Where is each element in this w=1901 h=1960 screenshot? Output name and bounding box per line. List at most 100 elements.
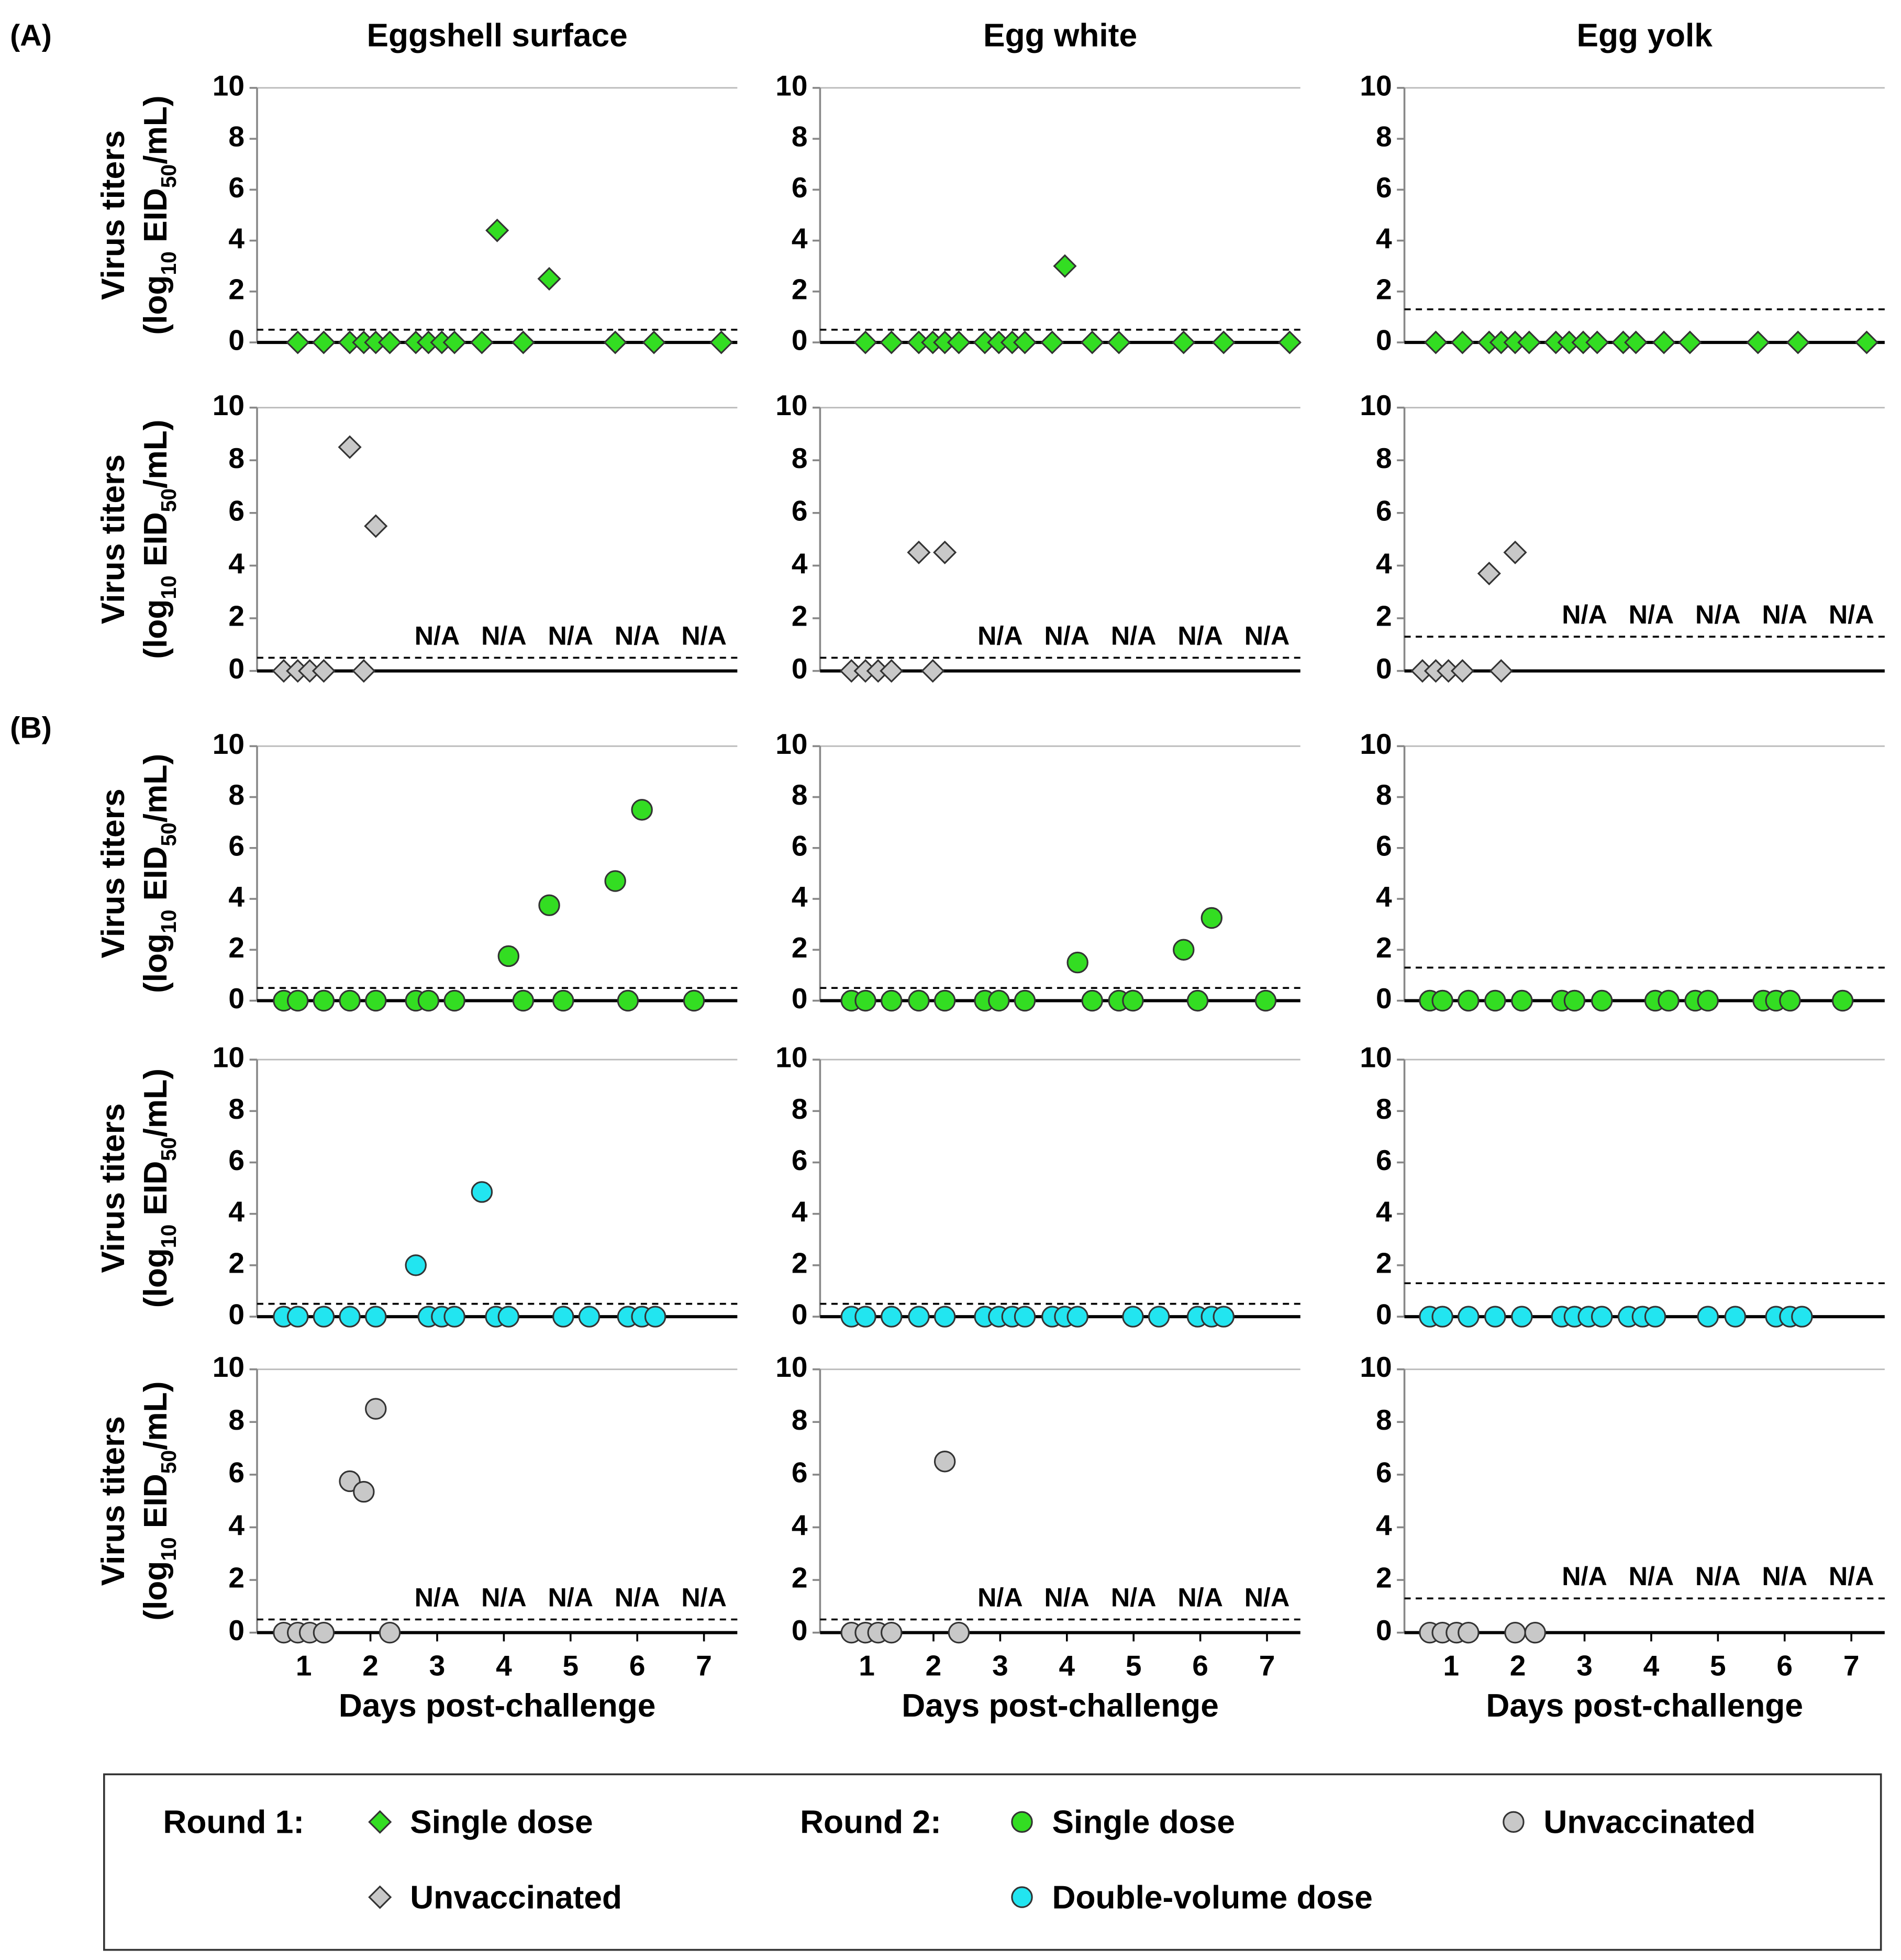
y-tick-label: 0 — [228, 982, 244, 1015]
data-point — [644, 1306, 666, 1328]
annotation: N/A — [415, 620, 460, 650]
x-tick-label: 1 — [859, 1649, 875, 1681]
annotation: N/A — [1044, 620, 1090, 650]
y-tick-label: 2 — [228, 273, 244, 305]
y-axis-label-part: (log — [138, 599, 174, 659]
data-point — [1831, 989, 1854, 1012]
y-tick-label: 8 — [1376, 1093, 1392, 1125]
y-tick-label: 8 — [228, 442, 244, 474]
annotation: N/A — [1762, 1561, 1807, 1591]
x-tick-label: 2 — [926, 1649, 942, 1681]
data-point — [578, 1306, 601, 1328]
data-point — [947, 330, 971, 354]
legend-label: Double-volume dose — [1052, 1879, 1373, 1916]
data-point — [1746, 330, 1770, 354]
legend-box — [103, 1773, 1882, 1951]
data-point — [1172, 330, 1196, 354]
y-tick-label: 2 — [1376, 931, 1392, 964]
x-tick-label: 2 — [362, 1649, 379, 1681]
annotation: N/A — [1111, 620, 1157, 650]
data-point — [1484, 1306, 1506, 1328]
y-tick-label: 2 — [1376, 1246, 1392, 1279]
data-point — [1563, 989, 1586, 1012]
data-point — [988, 989, 1010, 1012]
y-axis-label-part: EID — [138, 512, 174, 575]
y-axis-label-part: (log — [138, 1561, 174, 1621]
y-tick-label: 2 — [228, 1562, 244, 1594]
y-axis-label: (log10 EID50/mL) — [138, 1382, 180, 1621]
x-tick-label: 6 — [1192, 1649, 1208, 1681]
data-point — [908, 1306, 930, 1328]
data-point — [1450, 659, 1474, 683]
data-point — [1213, 1306, 1235, 1328]
legend-marker — [1011, 1811, 1033, 1833]
data-point — [1081, 989, 1103, 1012]
x-tick-label: 5 — [562, 1649, 579, 1681]
data-point — [881, 1306, 903, 1328]
data-point — [377, 330, 402, 354]
y-axis-label-part: EID — [138, 188, 174, 251]
data-point — [405, 1254, 427, 1276]
annotation: N/A — [481, 1582, 527, 1612]
y-tick-label: 0 — [1376, 1298, 1392, 1331]
panel-title: Egg yolk — [1576, 18, 1713, 54]
y-axis-label: Virus titers — [95, 1416, 131, 1586]
data-point — [617, 989, 639, 1012]
annotation: N/A — [1044, 1582, 1090, 1612]
y-tick-label: 6 — [792, 829, 808, 862]
y-tick-label: 8 — [1376, 1404, 1392, 1436]
annotation: N/A — [1111, 1582, 1157, 1612]
y-axis-label-part: (log — [138, 933, 174, 993]
data-point — [1697, 989, 1719, 1012]
annotation: N/A — [681, 620, 727, 650]
y-tick-label: 6 — [228, 494, 244, 527]
data-point — [1431, 1306, 1453, 1328]
data-point — [312, 330, 336, 354]
y-axis-label-part: (log — [138, 1248, 174, 1308]
data-point — [709, 330, 733, 354]
x-tick-label: 4 — [1643, 1649, 1660, 1681]
data-point — [1489, 659, 1513, 683]
y-axis-label-part: (log — [138, 275, 174, 335]
y-tick-label: 0 — [228, 1614, 244, 1646]
annotation: N/A — [1629, 1561, 1674, 1591]
y-axis-label-part: /mL) — [138, 95, 174, 164]
annotation: N/A — [1244, 620, 1290, 650]
legend-marker — [1011, 1886, 1033, 1908]
data-point — [1484, 989, 1506, 1012]
y-tick-label: 6 — [228, 1144, 244, 1176]
annotation: N/A — [481, 620, 527, 650]
data-point — [1678, 330, 1702, 354]
data-point — [1053, 254, 1077, 278]
y-tick-label: 10 — [1360, 728, 1392, 760]
data-point — [854, 989, 876, 1012]
y-axis-label-part: EID — [138, 1161, 174, 1224]
data-point — [1107, 330, 1131, 354]
data-point — [1122, 989, 1144, 1012]
y-tick-label: 0 — [792, 652, 808, 685]
data-point — [1122, 1306, 1144, 1328]
y-tick-label: 0 — [792, 324, 808, 357]
annotation: N/A — [1829, 1561, 1874, 1591]
data-point — [642, 330, 666, 354]
annotation: N/A — [977, 620, 1023, 650]
data-point — [352, 659, 376, 683]
data-point — [1458, 1621, 1480, 1644]
annotation: N/A — [681, 1582, 727, 1612]
x-tick-label: 6 — [629, 1649, 646, 1681]
y-axis-label-part: /mL) — [138, 754, 174, 822]
data-point — [364, 514, 388, 538]
x-tick-label: 7 — [1259, 1649, 1275, 1681]
data-point — [1504, 1621, 1526, 1644]
data-point — [286, 989, 309, 1012]
data-point — [1697, 1306, 1719, 1328]
y-tick-label: 4 — [1376, 222, 1392, 254]
x-axis-label: Days post-challenge — [1486, 1688, 1803, 1724]
data-point — [1080, 330, 1104, 354]
data-point — [1791, 1306, 1813, 1328]
y-axis-label: (log10 EID50/mL) — [138, 1068, 180, 1308]
x-tick-label: 5 — [1710, 1649, 1726, 1681]
y-axis-label-part: EID — [138, 1474, 174, 1537]
data-point — [1040, 330, 1064, 354]
y-tick-label: 4 — [1376, 547, 1392, 580]
